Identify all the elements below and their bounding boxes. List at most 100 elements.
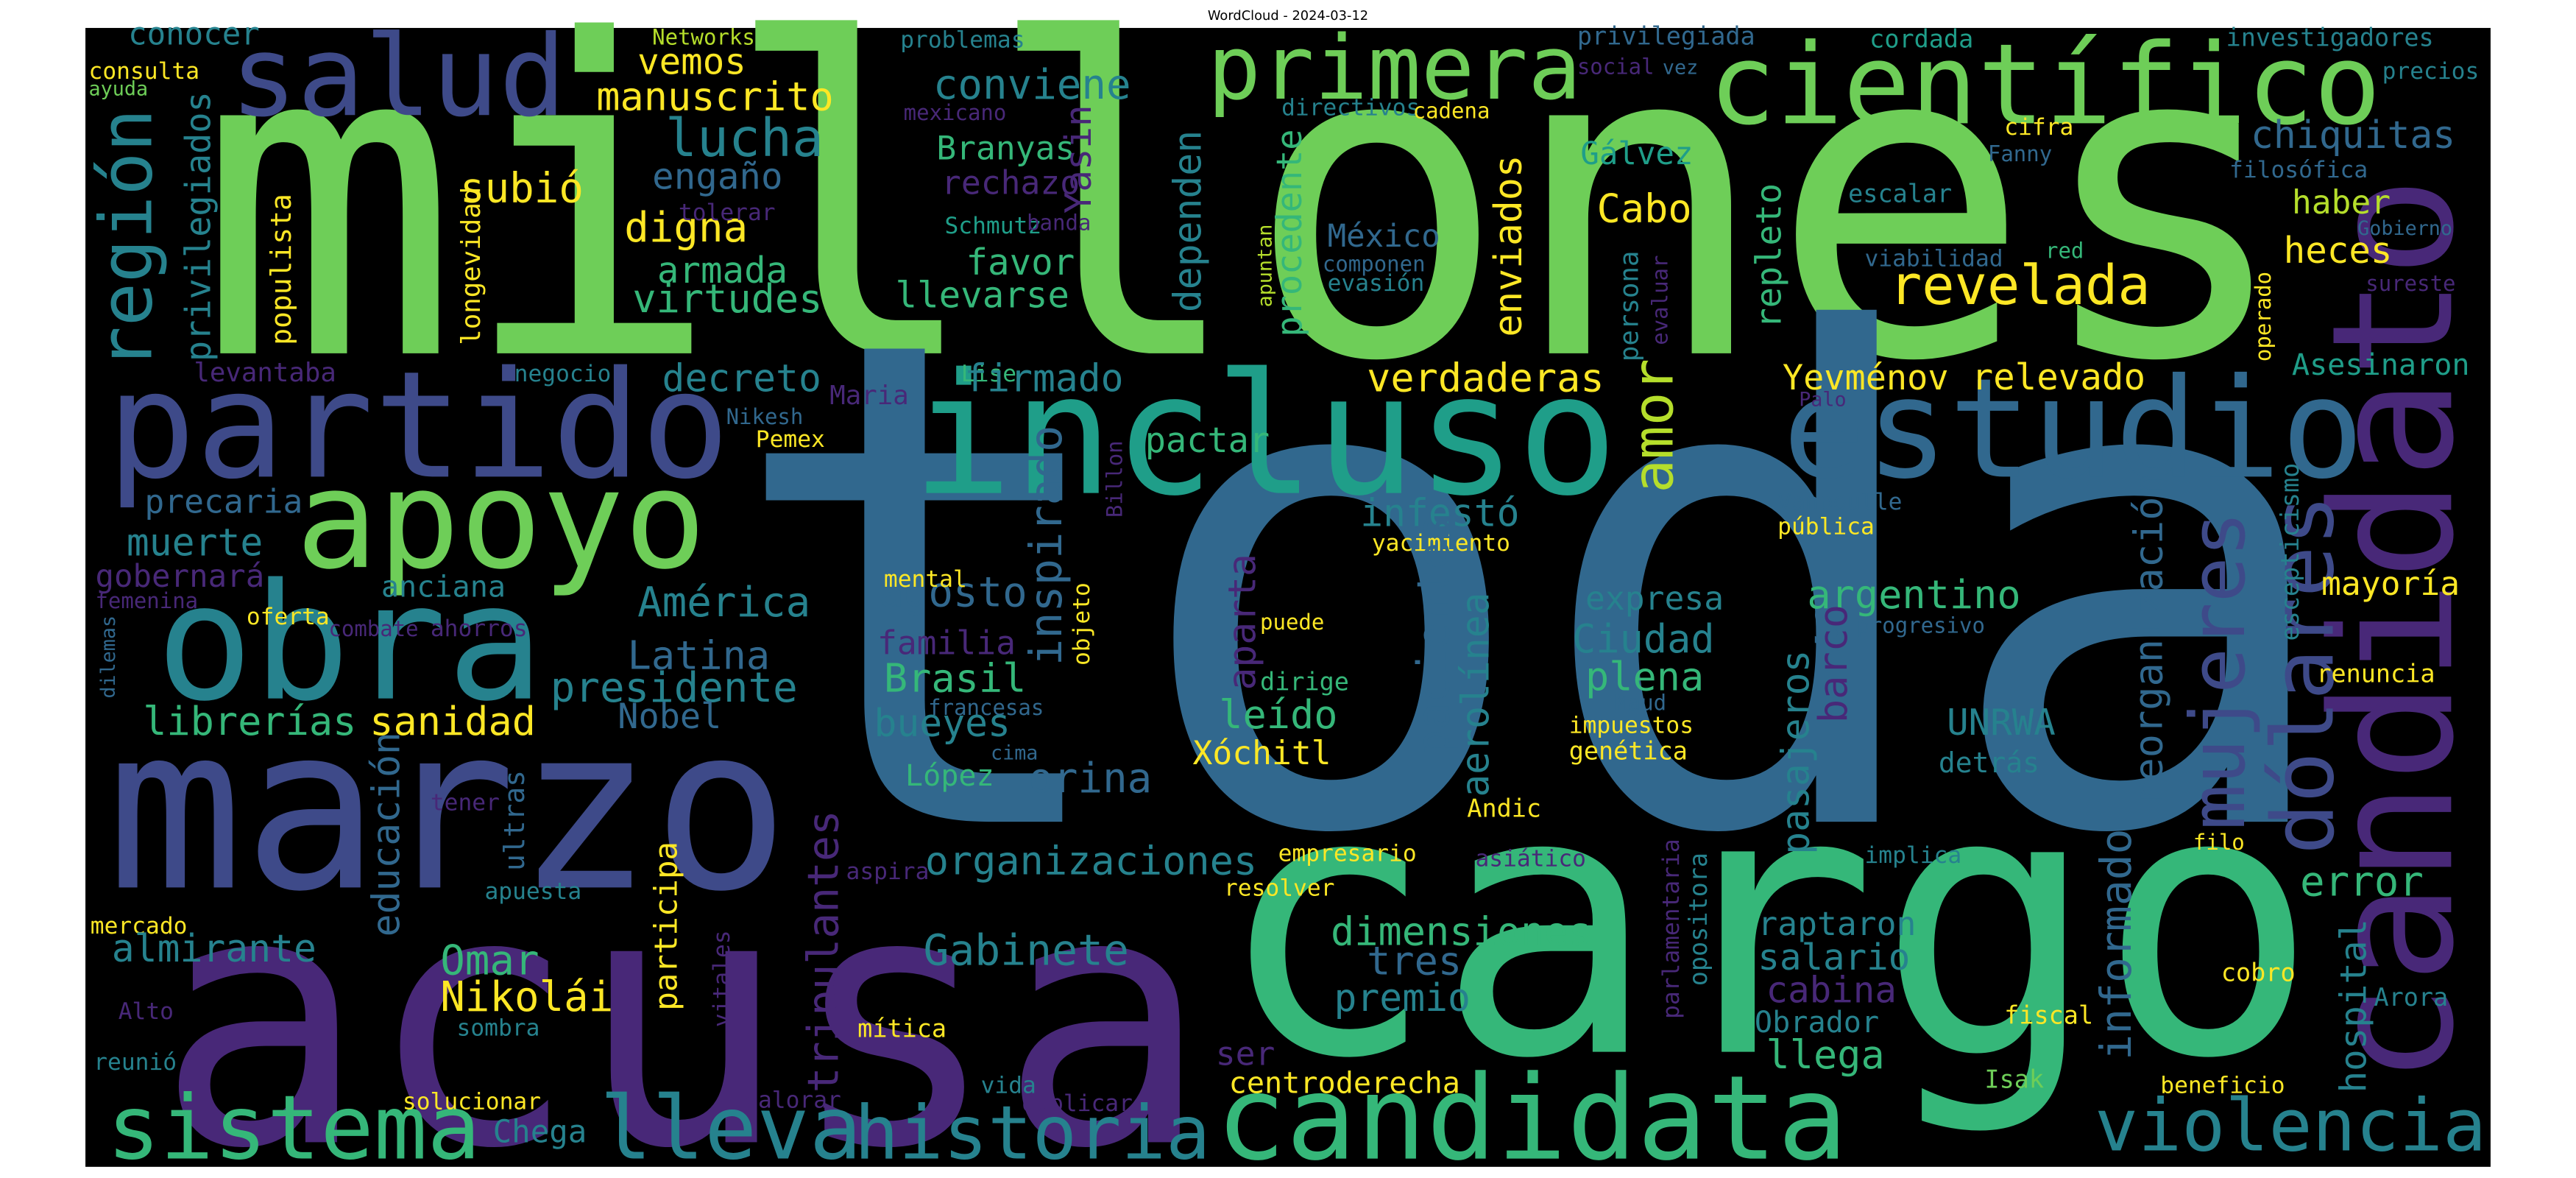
word: vez bbox=[1663, 56, 1698, 79]
word: componen bbox=[1323, 251, 1426, 276]
word: beneficio bbox=[2160, 1072, 2285, 1098]
word: femenina bbox=[95, 588, 198, 613]
word: incluso bbox=[912, 338, 1618, 533]
word: apuesta bbox=[484, 878, 581, 905]
word: empresario bbox=[1278, 841, 1417, 867]
word: Maria bbox=[829, 381, 908, 411]
word: mexicano bbox=[904, 100, 1007, 125]
word: toda bbox=[723, 197, 2345, 981]
word: progresivo bbox=[1856, 613, 1985, 638]
word: Gobierno bbox=[2357, 217, 2452, 240]
word: directivos bbox=[1281, 94, 1420, 121]
word: dependen bbox=[1167, 130, 1211, 312]
word: mental bbox=[884, 566, 967, 593]
word: manuscrito bbox=[596, 74, 833, 120]
word: conviene bbox=[933, 61, 1131, 109]
word: apoyo bbox=[296, 440, 707, 599]
word: sanidad bbox=[369, 698, 536, 744]
word: Chega bbox=[493, 1114, 587, 1150]
word: tener bbox=[431, 789, 500, 816]
word: informado bbox=[2091, 828, 2141, 1059]
word: mítica bbox=[857, 1014, 946, 1043]
word: escalar bbox=[1848, 180, 1952, 208]
word: México bbox=[1328, 219, 1440, 255]
word: Arora bbox=[2374, 983, 2448, 1012]
word: acusa bbox=[156, 818, 1209, 1178]
word: Isak bbox=[1984, 1065, 2044, 1094]
word: aerolínea bbox=[1454, 592, 1498, 797]
word: Omar bbox=[440, 937, 539, 985]
word: primera bbox=[1208, 17, 1582, 120]
word: francesas bbox=[928, 695, 1044, 720]
word: puede bbox=[1260, 610, 1324, 635]
word: repleto bbox=[1749, 183, 1790, 328]
word: lleva bbox=[600, 1078, 862, 1178]
word: duplicar bbox=[1022, 1090, 1133, 1117]
word: yacimiento bbox=[1372, 530, 1510, 557]
word: engaño bbox=[652, 155, 782, 198]
word: Yasin bbox=[1057, 105, 1100, 214]
word: oferta bbox=[247, 604, 330, 630]
word: premio bbox=[1334, 976, 1471, 1020]
word: Billon bbox=[1103, 440, 1128, 518]
word: Palo bbox=[1799, 388, 1846, 411]
word: plena bbox=[1585, 653, 1704, 699]
word: salud bbox=[230, 11, 567, 141]
word: Networks bbox=[652, 24, 755, 49]
word: banda bbox=[1027, 211, 1091, 236]
word: populista bbox=[265, 194, 297, 345]
word: combate bbox=[328, 616, 418, 641]
word: gobernará bbox=[95, 559, 264, 595]
word: dirige bbox=[1260, 668, 1349, 696]
word: detrás bbox=[1939, 747, 2039, 779]
word: enviados bbox=[1487, 155, 1531, 336]
word: favor bbox=[966, 241, 1075, 283]
word: ser bbox=[1216, 1034, 1275, 1073]
word: pública bbox=[1777, 513, 1875, 540]
word: viabilidad bbox=[1864, 246, 2003, 272]
word: genética bbox=[1569, 736, 1688, 765]
word: conocer bbox=[128, 16, 260, 52]
word: subió bbox=[460, 165, 584, 213]
word: dimensiones bbox=[1331, 908, 1592, 954]
word: Maud bbox=[1615, 690, 1666, 715]
word: expresa bbox=[1585, 579, 1724, 618]
word: filo bbox=[2193, 830, 2245, 855]
word: virtudes bbox=[632, 275, 822, 322]
word: orina bbox=[1028, 755, 1152, 803]
word: científico bbox=[1708, 19, 2381, 149]
word: privilegiados bbox=[179, 91, 219, 361]
word: Latina bbox=[628, 632, 770, 678]
word: Nikolái bbox=[440, 973, 613, 1021]
chart-title: WordCloud - 2024-03-12 bbox=[1208, 8, 1368, 24]
word: partido bbox=[107, 340, 730, 512]
word: problemas bbox=[900, 27, 1025, 54]
word: resolver bbox=[1224, 875, 1335, 902]
word: pactar bbox=[1145, 420, 1270, 461]
word: cima bbox=[991, 741, 1038, 764]
word: persona bbox=[1614, 251, 1644, 361]
word: presidente bbox=[551, 664, 798, 712]
word: opositora bbox=[1684, 853, 1713, 986]
word: precios bbox=[2382, 58, 2480, 85]
word: privilegiada bbox=[1577, 21, 1755, 50]
cloud-background bbox=[85, 27, 2491, 1167]
word: aparta bbox=[1220, 554, 1264, 690]
word: Alto bbox=[118, 998, 174, 1025]
word: firmado bbox=[964, 356, 1123, 401]
word: tripulantes bbox=[798, 810, 848, 1093]
word: Vanpoulle bbox=[1777, 489, 1902, 515]
word: cordada bbox=[1869, 25, 1973, 54]
word: reunió bbox=[93, 1049, 177, 1076]
word: consulta bbox=[89, 58, 200, 85]
word: escepticismo bbox=[2276, 463, 2304, 641]
word: pacientes bbox=[1409, 515, 1460, 755]
word: mayoría bbox=[2321, 565, 2460, 603]
word: rechazo bbox=[941, 163, 1080, 202]
word: millones bbox=[197, 0, 2294, 456]
word: ultras bbox=[498, 770, 531, 871]
word: cabina bbox=[1766, 969, 1897, 1012]
word: renuncia bbox=[2316, 659, 2435, 688]
word: Nobel bbox=[618, 696, 721, 737]
